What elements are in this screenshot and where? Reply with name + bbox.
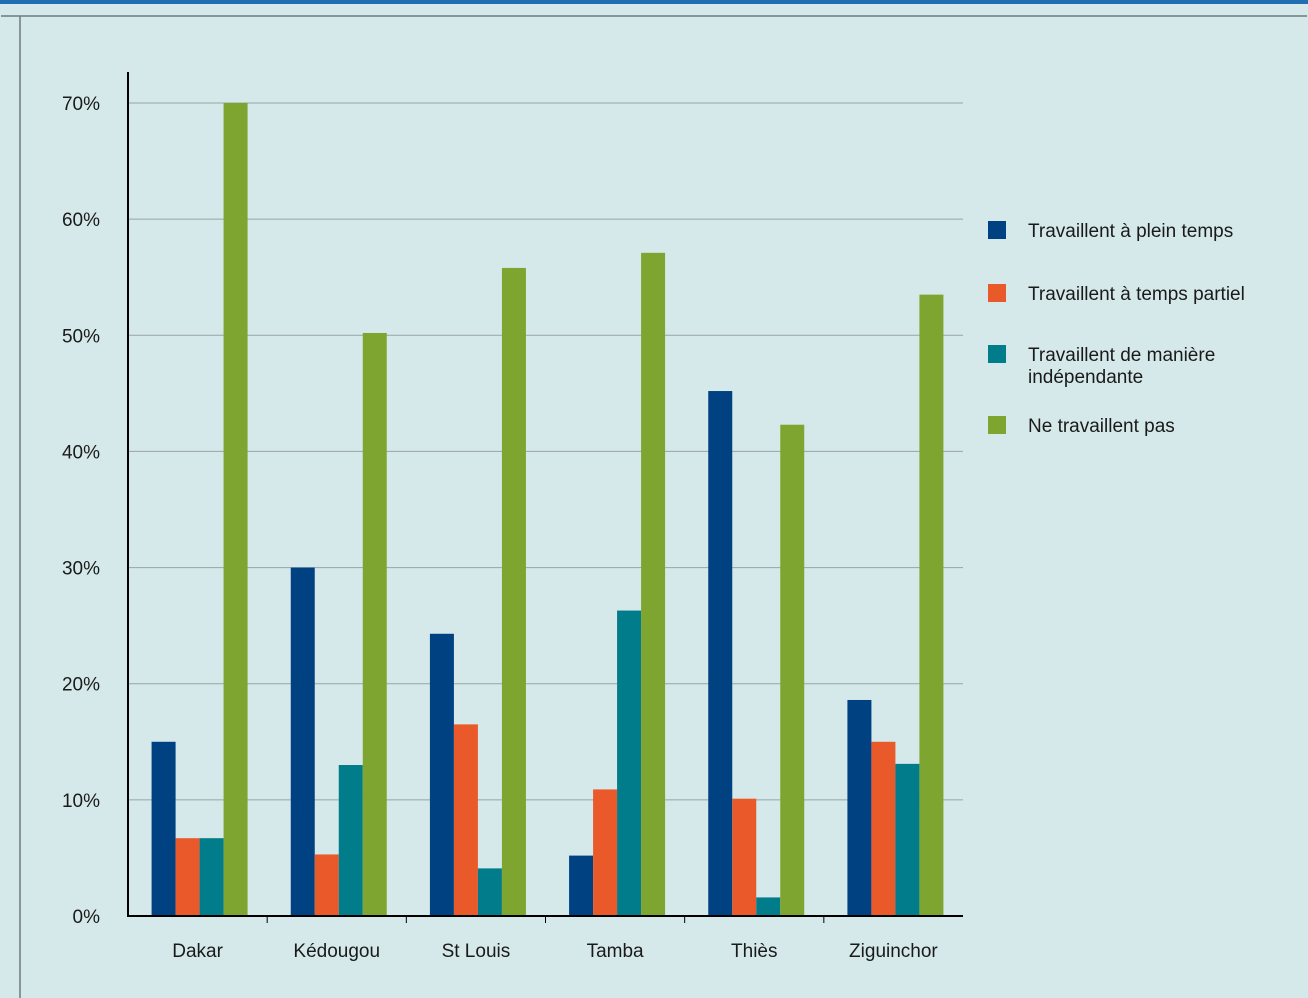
bar (569, 855, 594, 916)
legend-label: indépendante (1028, 367, 1143, 388)
x-tick-label: Tamba (587, 941, 644, 962)
bar (175, 838, 200, 916)
x-tick-label: St Louis (442, 941, 511, 962)
bar (895, 763, 920, 916)
bar (708, 391, 733, 916)
legend-swatch (988, 345, 1006, 363)
y-tick-label: 30% (62, 559, 100, 580)
y-tick-label: 50% (62, 326, 100, 347)
y-tick-label: 60% (62, 210, 100, 231)
bar (641, 252, 666, 916)
x-tick-label: Ziguinchor (849, 941, 938, 962)
bar (151, 741, 176, 916)
legend-swatch (988, 284, 1006, 302)
bar (593, 789, 618, 916)
top-stripe (0, 0, 1308, 4)
bar (617, 610, 642, 916)
y-tick-label: 40% (62, 442, 100, 463)
y-tick-label: 20% (62, 675, 100, 696)
bar (477, 868, 502, 916)
bar (919, 294, 944, 916)
x-tick-label: Thiès (731, 941, 777, 962)
legend-label: Travaillent à plein temps (1028, 221, 1233, 242)
x-tick-label: Dakar (172, 941, 223, 962)
legend-swatch (988, 221, 1006, 239)
legend-label: Travaillent de manière (1028, 345, 1215, 366)
x-tick-label: Kédougou (293, 941, 380, 962)
bar (314, 854, 339, 916)
bar (362, 332, 387, 916)
bar (199, 838, 224, 916)
bar (501, 267, 526, 916)
bar (338, 765, 363, 916)
bar (871, 741, 896, 916)
bar (847, 699, 872, 916)
bar (429, 633, 454, 916)
bar (756, 897, 781, 916)
legend-swatch (988, 416, 1006, 434)
bar (453, 724, 478, 916)
bar (732, 798, 757, 916)
legend-label: Ne travaillent pas (1028, 416, 1175, 437)
y-tick-label: 0% (73, 907, 101, 928)
bar (780, 424, 805, 916)
y-tick-label: 10% (62, 791, 100, 812)
bar (223, 103, 248, 916)
legend-label: Travaillent à temps partiel (1028, 284, 1245, 305)
y-tick-label: 70% (62, 94, 100, 115)
bar (290, 567, 315, 916)
